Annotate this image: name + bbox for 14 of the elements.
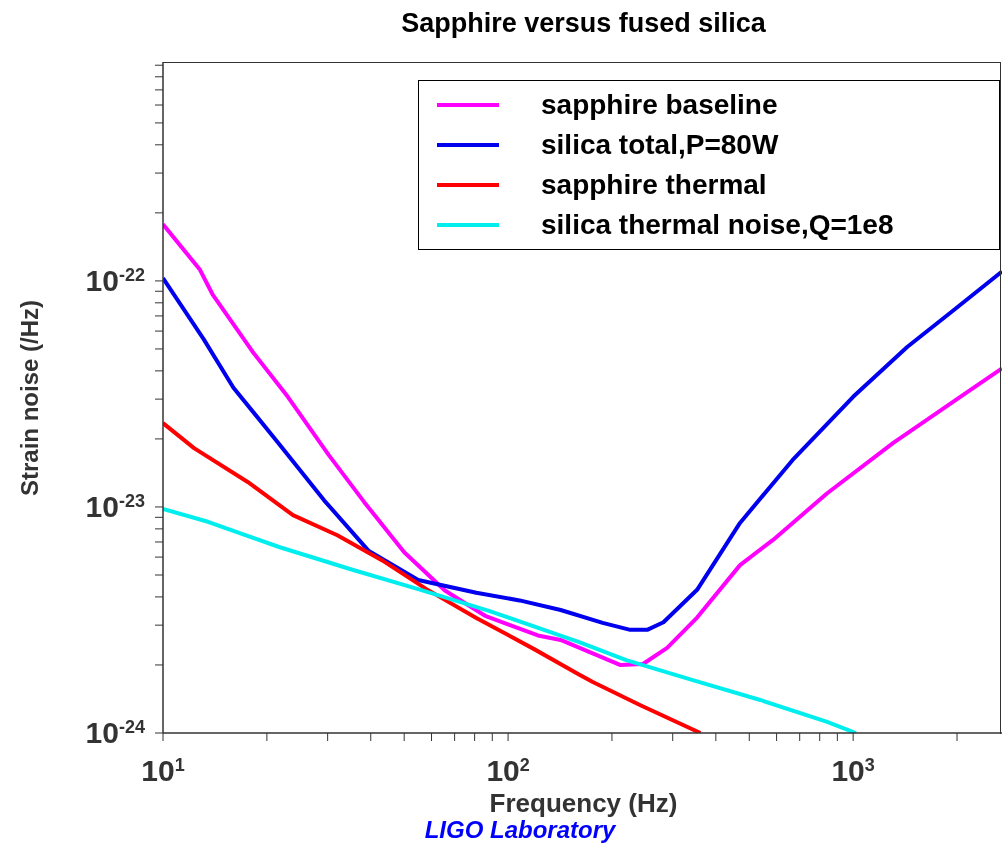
chart-title: Sapphire versus fused silica xyxy=(400,8,767,39)
y-axis-title: Strain noise (/Hz) xyxy=(16,299,44,496)
y-tick-label: 10$^{-23}$ xyxy=(85,489,145,523)
legend-label: sapphire baseline xyxy=(541,89,778,121)
legend-label: silica thermal noise,Q=1e8 xyxy=(541,209,894,241)
legend-label: sapphire thermal xyxy=(541,169,767,201)
y-tick-label: 10$^{-24}$ xyxy=(85,716,145,749)
x-tick-label: 10$^{2}$ xyxy=(486,754,530,787)
x-axis-title: Frequency (Hz) xyxy=(488,788,679,819)
x-tick-label: 10$^{1}$ xyxy=(141,754,185,787)
x-tick-label: 10$^{3}$ xyxy=(831,754,875,787)
text: LIGO Laboratory xyxy=(423,816,616,844)
y-tick-label: 10$^{-22}$ xyxy=(85,263,145,297)
legend-label: silica total,P=80W xyxy=(541,129,779,161)
